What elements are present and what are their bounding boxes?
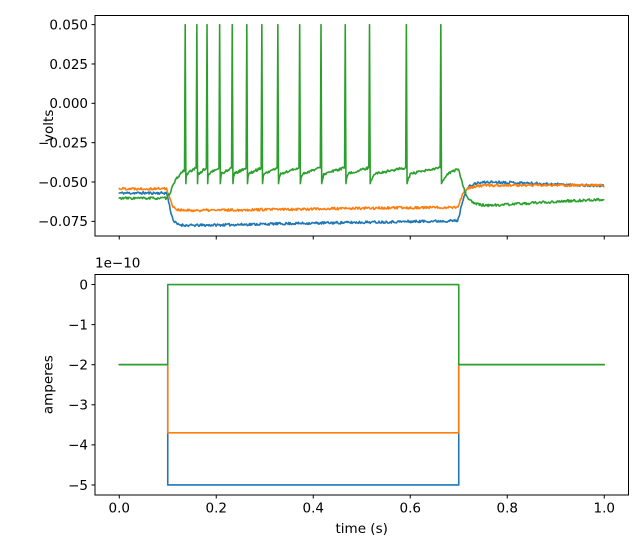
time-axis-label: time (s)	[336, 521, 388, 537]
x-tick-label: 0.4	[303, 501, 324, 517]
y-tick-label: 0.000	[49, 96, 88, 112]
x-tick-label: 1.0	[594, 501, 615, 517]
series-orange-current-step	[118, 363, 606, 434]
y-tick-label: 0	[79, 277, 88, 293]
axes-frame	[94, 15, 629, 237]
y-tick-label: −5	[68, 478, 88, 494]
series-blue-current-step	[118, 363, 606, 486]
y-tick-label: −4	[68, 438, 88, 454]
x-tick-label: 0.0	[109, 501, 130, 517]
volts-axis-label: volts	[41, 110, 57, 142]
series-blue-voltage-trace	[118, 180, 605, 228]
y-tick-label: −3	[68, 398, 88, 414]
y-tick-label: −1	[68, 317, 88, 333]
y-tick-label: 0.025	[49, 57, 88, 73]
series-green-current-step	[118, 283, 606, 366]
x-tick-label: 0.6	[400, 501, 421, 517]
y-tick-label: −0.075	[38, 214, 88, 230]
x-tick-label: 0.8	[497, 501, 518, 517]
y-tick-label: 0.050	[49, 17, 88, 33]
y-tick-label: −0.050	[38, 175, 88, 191]
offset-exponent-text: 1e−10	[95, 256, 140, 272]
y-tick-label: −0.025	[38, 135, 88, 151]
volts-chart: 0.050 0.025 0.000 −0.025 −0.050 −0.075	[38, 15, 629, 240]
amperes-axis-label: amperes	[40, 355, 56, 414]
y-tick-label: −2	[68, 358, 88, 374]
series-green-voltage-trace	[118, 23, 605, 208]
series-orange-voltage-trace	[118, 183, 605, 213]
amperes-chart: 0 −1 −2 −3 −4 −5 0.0 0.2 0.4 0.6 0.8 1.0	[68, 274, 629, 517]
x-tick-label: 0.2	[206, 501, 227, 517]
axes-frame	[94, 274, 629, 496]
